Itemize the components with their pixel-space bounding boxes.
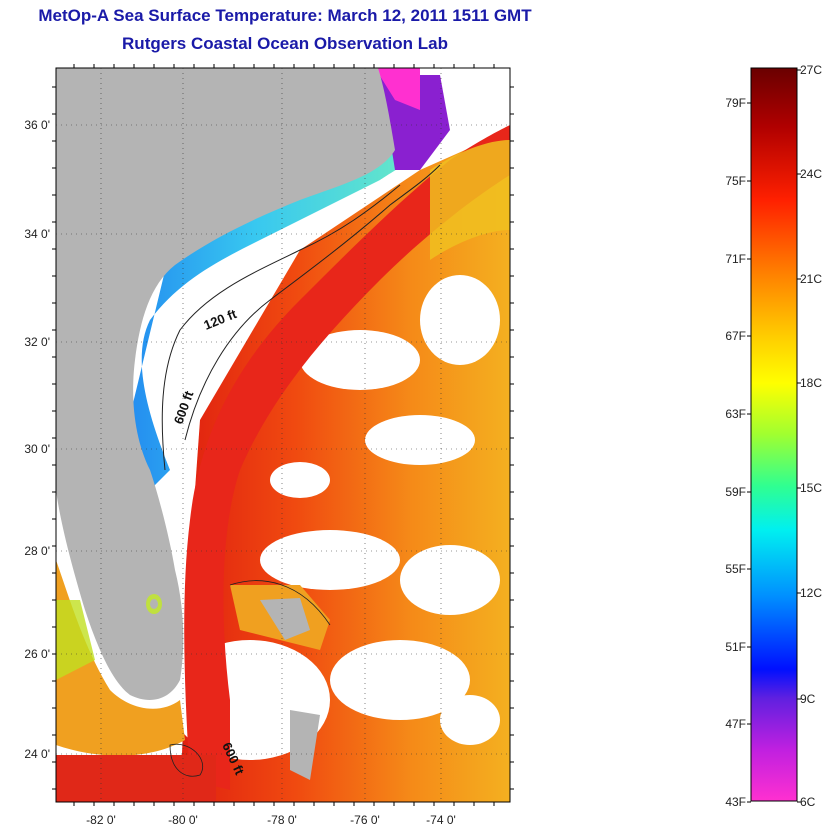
colorbar-ticks (747, 69, 801, 803)
colorbar-f-label: 67F (725, 329, 746, 343)
lat-tick-label: 28 0' (24, 544, 50, 558)
colorbar-c-label: 27C (800, 63, 822, 77)
graticule (56, 68, 510, 802)
lat-tick-label: 30 0' (24, 442, 50, 456)
colorbar-f-label: 71F (725, 252, 746, 266)
lat-tick-label: 26 0' (24, 647, 50, 661)
latitude-labels: 36 0' 34 0' 32 0' 30 0' 28 0' 26 0' 24 0' (24, 118, 50, 761)
sst-image (56, 68, 510, 802)
colorbar-f-label: 79F (725, 96, 746, 110)
colorbar-c-label: 9C (800, 692, 816, 706)
colorbar-f-label: 51F (725, 640, 746, 654)
colorbar-celsius-labels: 27C 24C 21C 18C 15C 12C 9C 6C (800, 63, 822, 809)
lon-tick-label: -78 0' (267, 813, 297, 827)
colorbar-c-label: 24C (800, 167, 822, 181)
lon-tick-label: -74 0' (426, 813, 456, 827)
lon-tick-label: -80 0' (168, 813, 198, 827)
colorbar-f-label: 59F (725, 485, 746, 499)
lon-tick-label: -76 0' (350, 813, 380, 827)
map-title: MetOp-A Sea Surface Temperature: March 1… (38, 6, 532, 25)
axis-ticks (52, 64, 514, 806)
colorbar-c-label: 6C (800, 795, 816, 809)
map-subtitle: Rutgers Coastal Ocean Observation Lab (122, 34, 448, 53)
lat-tick-label: 24 0' (24, 747, 50, 761)
colorbar-f-label: 63F (725, 407, 746, 421)
colorbar-f-label: 75F (725, 174, 746, 188)
lat-tick-label: 32 0' (24, 335, 50, 349)
colorbar-c-label: 15C (800, 481, 822, 495)
lat-tick-label: 34 0' (24, 227, 50, 241)
colorbar-f-label: 43F (725, 795, 746, 809)
colorbar-c-label: 18C (800, 376, 822, 390)
colorbar-f-label: 47F (725, 717, 746, 731)
longitude-labels: -82 0' -80 0' -78 0' -76 0' -74 0' (86, 813, 456, 827)
colorbar-fahrenheit-labels: 79F 75F 71F 67F 63F 59F 55F 51F 47F 43F (725, 96, 746, 809)
colorbar-c-label: 21C (800, 272, 822, 286)
lon-tick-label: -82 0' (86, 813, 116, 827)
colorbar-c-label: 12C (800, 586, 822, 600)
colorbar-f-label: 55F (725, 562, 746, 576)
map-frame (55, 67, 511, 803)
colorbar (750, 67, 798, 802)
lat-tick-label: 36 0' (24, 118, 50, 132)
